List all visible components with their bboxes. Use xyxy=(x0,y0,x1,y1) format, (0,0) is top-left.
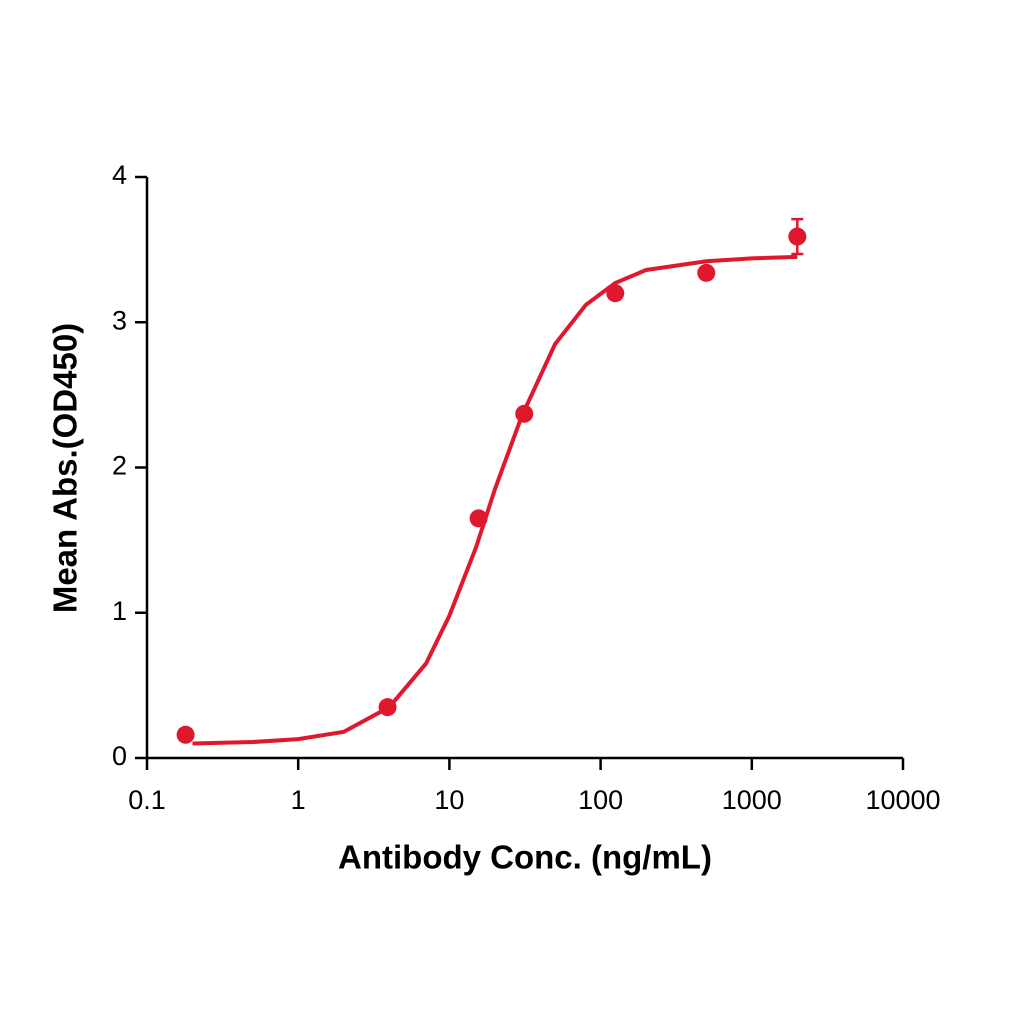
x-tick-label: 1000 xyxy=(722,785,782,815)
data-point xyxy=(697,263,716,282)
data-point xyxy=(469,509,488,528)
x-tick-label: 10 xyxy=(434,785,464,815)
y-tick-label: 3 xyxy=(112,305,127,335)
data-point xyxy=(606,284,625,303)
x-tick-label: 100 xyxy=(578,785,623,815)
y-axis-label: Mean Abs.(OD450) xyxy=(47,323,84,613)
y-tick-label: 0 xyxy=(112,741,127,771)
data-point xyxy=(176,725,195,744)
y-tick-label: 2 xyxy=(112,451,127,481)
data-point xyxy=(378,698,397,717)
x-tick-label: 0.1 xyxy=(128,785,166,815)
fit-curve xyxy=(192,254,798,746)
data-point xyxy=(788,227,807,246)
x-axis-label: Antibody Conc. (ng/mL) xyxy=(338,839,712,876)
x-tick-label: 1 xyxy=(291,785,306,815)
y-tick-label: 1 xyxy=(112,596,127,626)
data-point xyxy=(515,404,534,423)
x-tick-label: 10000 xyxy=(865,785,940,815)
y-tick-label: 4 xyxy=(112,160,127,190)
